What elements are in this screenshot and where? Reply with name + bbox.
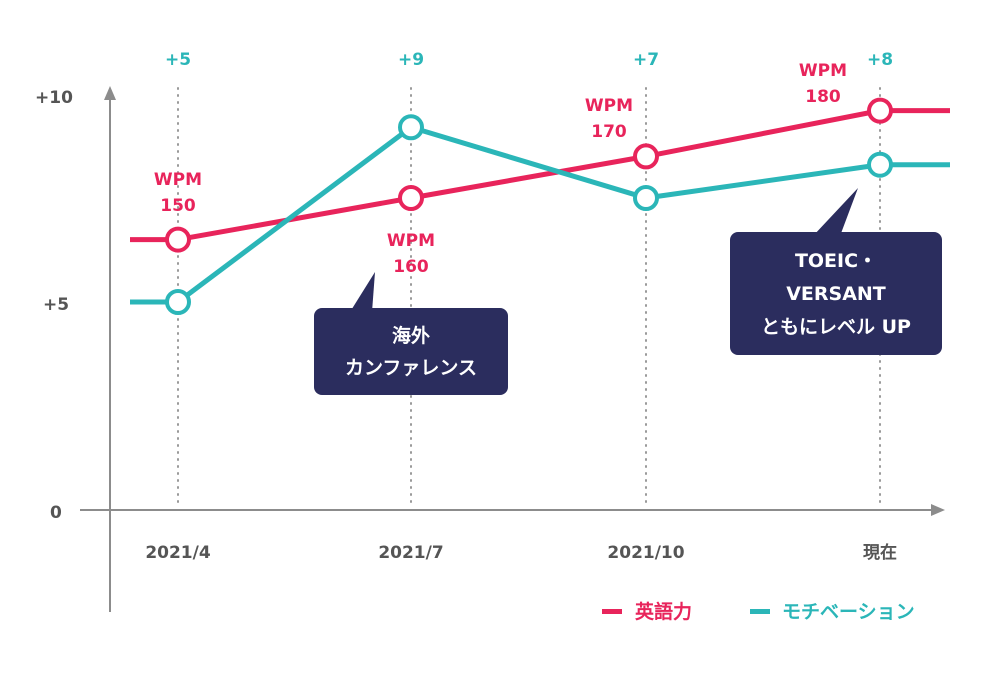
y-tick-label: +10 bbox=[35, 88, 73, 108]
data-point-english bbox=[165, 226, 191, 253]
data-point-english bbox=[398, 185, 424, 211]
series-line-english bbox=[130, 108, 950, 243]
x-tick-label: 2021/10 bbox=[607, 543, 684, 563]
wpm-value: 150 bbox=[160, 196, 196, 216]
x-tick-label: 2021/7 bbox=[378, 543, 443, 563]
motivation-top-label: +5 bbox=[165, 50, 191, 70]
legend-label-motivation: モチベーション bbox=[782, 601, 915, 623]
legend-swatch-english bbox=[602, 609, 622, 614]
data-point-english bbox=[633, 143, 659, 170]
data-point-motivation bbox=[165, 289, 191, 315]
motivation-top-label: +7 bbox=[633, 50, 659, 70]
legend: 英語力 モチベーション bbox=[602, 600, 915, 623]
legend-swatch-motivation bbox=[750, 609, 770, 614]
wpm-value: 180 bbox=[805, 87, 841, 107]
x-tick-label: 現在 bbox=[863, 542, 897, 563]
callout-level-up: TOEIC・ VERSANT ともにレベル UP bbox=[730, 188, 942, 355]
data-point-motivation bbox=[398, 114, 424, 141]
motivation-top-label: +9 bbox=[398, 50, 424, 70]
legend-label-english: 英語力 bbox=[635, 600, 692, 623]
motivation-top-label: +8 bbox=[867, 50, 893, 70]
data-point-english bbox=[867, 97, 893, 124]
callout-text: VERSANT bbox=[786, 283, 886, 305]
callout-text: ともにレベル UP bbox=[761, 316, 911, 338]
data-point-motivation bbox=[633, 185, 659, 211]
y-tick-label: +5 bbox=[43, 295, 69, 315]
x-tick-label: 2021/4 bbox=[145, 543, 211, 563]
callout-text: カンファレンス bbox=[345, 357, 477, 379]
wpm-label: WPM bbox=[585, 96, 633, 116]
wpm-label: WPM bbox=[387, 231, 435, 251]
y-axis-arrow bbox=[104, 86, 116, 100]
callout-conference: 海外 カンファレンス bbox=[314, 272, 508, 395]
wpm-value: 170 bbox=[591, 122, 627, 142]
wpm-value: 160 bbox=[393, 257, 429, 277]
wpm-label: WPM bbox=[799, 61, 847, 81]
callout-box bbox=[730, 232, 942, 355]
series-layer bbox=[130, 97, 950, 315]
wpm-label: WPM bbox=[154, 170, 202, 190]
y-tick-label: 0 bbox=[50, 503, 62, 523]
x-axis-arrow bbox=[931, 504, 945, 516]
data-point-motivation bbox=[867, 151, 893, 178]
callout-box bbox=[314, 308, 508, 395]
callout-pointer bbox=[350, 272, 375, 312]
callout-text: TOEIC・ bbox=[795, 250, 877, 272]
callout-pointer bbox=[813, 188, 858, 236]
callout-text: 海外 bbox=[392, 324, 430, 347]
